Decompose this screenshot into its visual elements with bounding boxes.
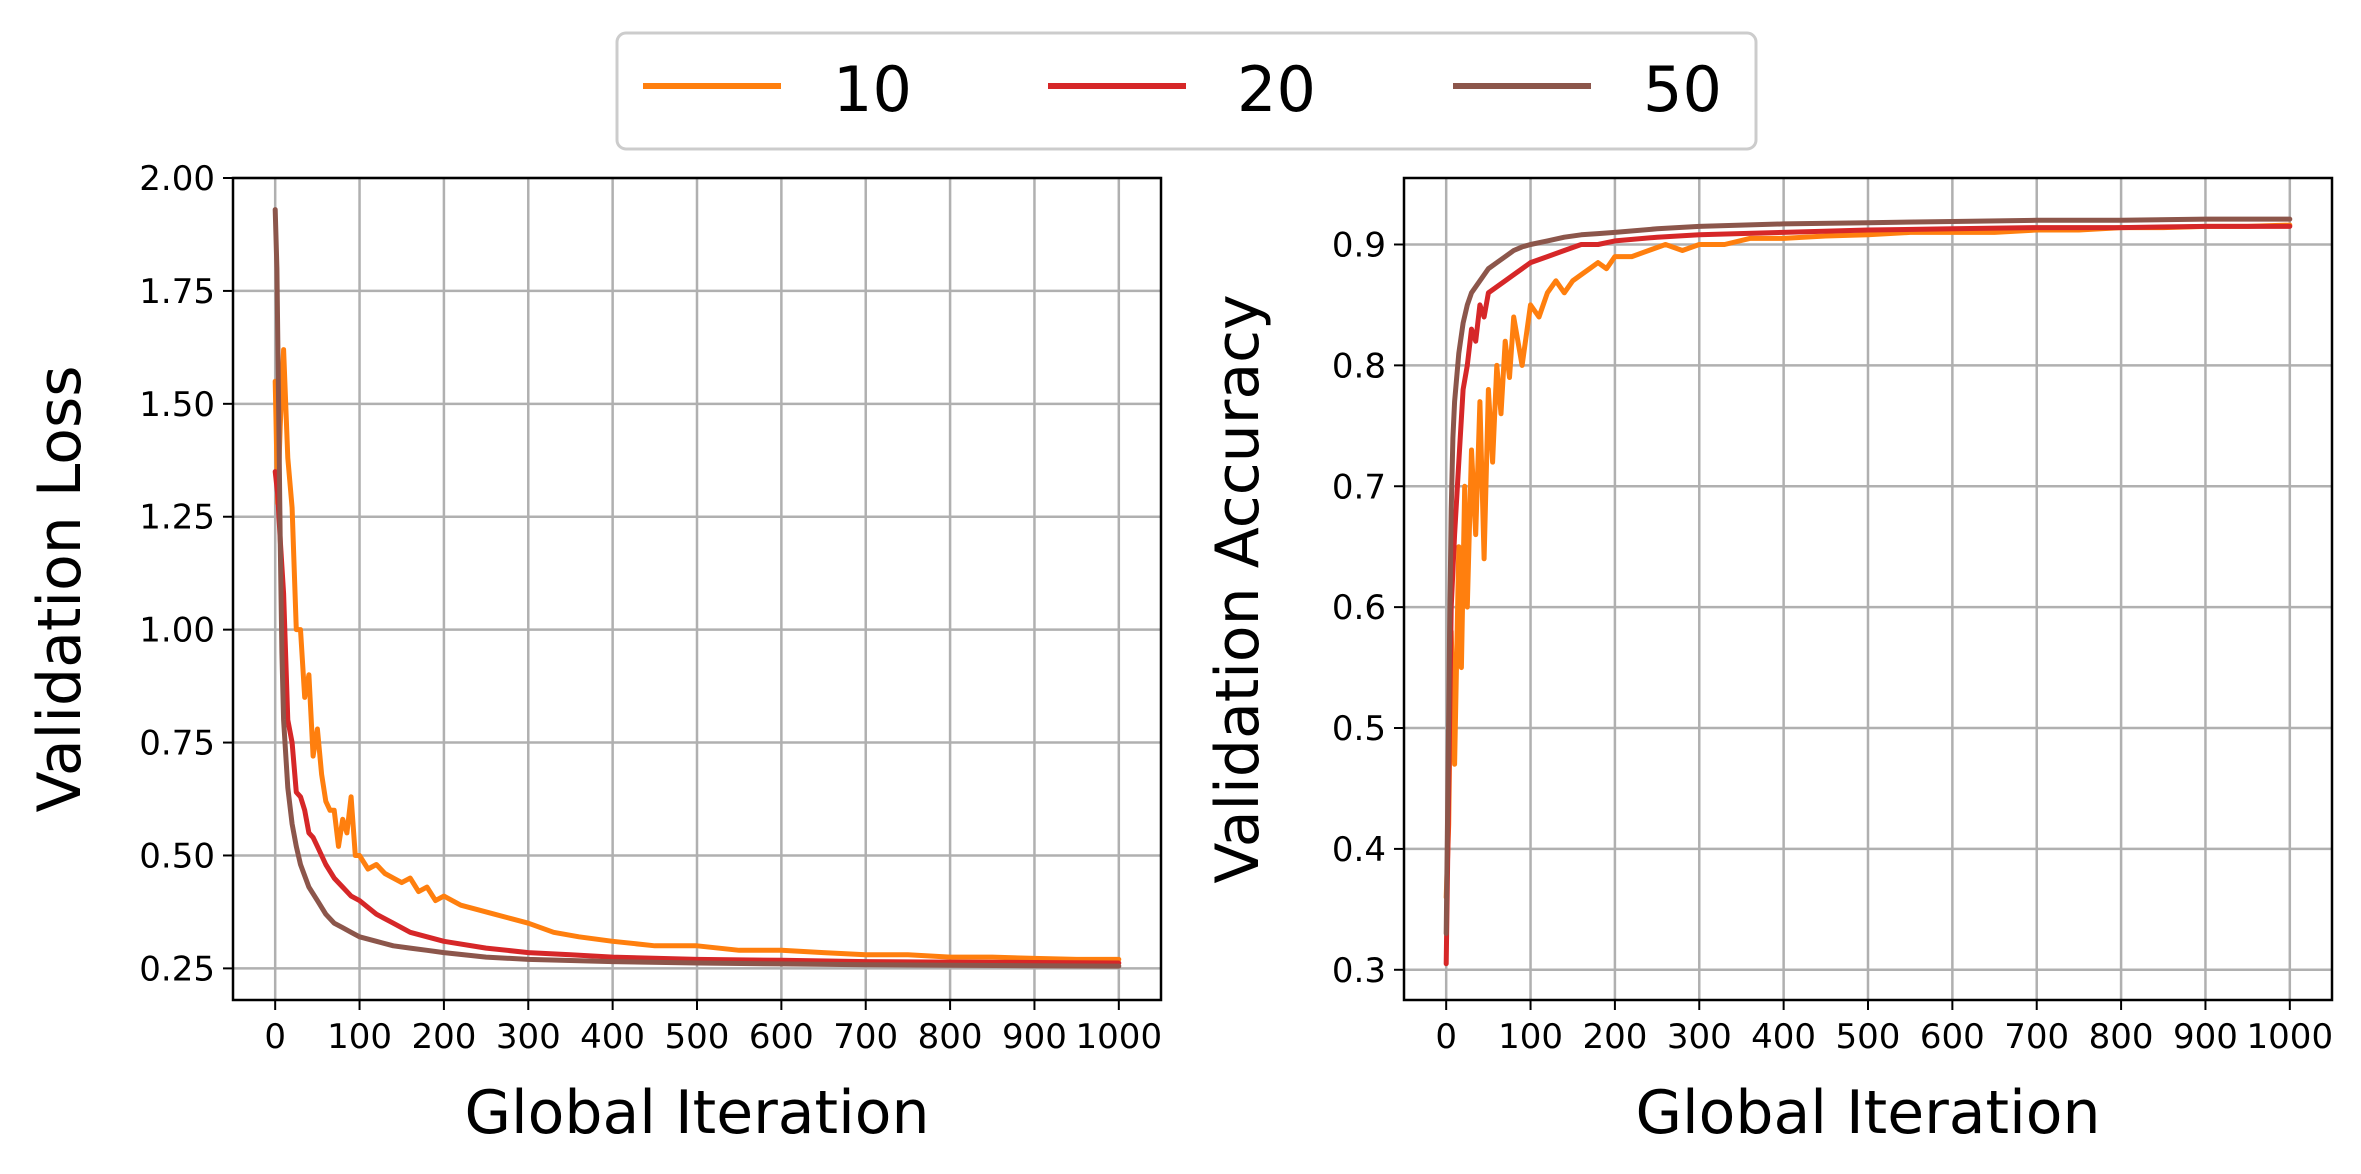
accuracy-x-tick-label: 200 — [1582, 1017, 1647, 1057]
loss-y-axis-title: Validation Loss — [25, 366, 95, 813]
accuracy-series-10-line — [1443, 222, 2293, 900]
legend-label-50: 50 — [1643, 53, 1722, 126]
accuracy-y-tick-label: 0.9 — [1332, 225, 1386, 265]
loss-series-20-line — [272, 469, 1122, 966]
accuracy-x-tick-label: 0 — [1435, 1017, 1457, 1057]
accuracy-y-tick-label: 0.4 — [1332, 830, 1386, 870]
legend-label-10: 10 — [833, 53, 912, 126]
loss-x-axis-title: Global Iteration — [465, 1078, 930, 1148]
loss-x-tick-label: 1000 — [1076, 1017, 1163, 1057]
loss-y-tick-label: 0.25 — [139, 949, 215, 989]
loss-y-tick-label: 0.75 — [139, 724, 215, 764]
loss-y-tick-label: 1.00 — [139, 611, 215, 651]
legend-frame — [615, 31, 1758, 151]
accuracy-x-tick-label: 700 — [2004, 1017, 2069, 1057]
loss-x-tick-label: 0 — [264, 1017, 286, 1057]
accuracy-x-tick-label: 100 — [1498, 1017, 1563, 1057]
loss-y-tick-label: 1.25 — [139, 498, 215, 538]
loss-x-tick-label: 700 — [833, 1017, 898, 1057]
accuracy-x-axis-title: Global Iteration — [1636, 1078, 2101, 1148]
accuracy-x-tick-label: 900 — [2173, 1017, 2238, 1057]
loss-x-tick-label: 500 — [665, 1017, 730, 1057]
accuracy-plot: 0 100 200 300 400 500 600 700 800 900 1000 0.3 0.4 0.… — [1203, 176, 2334, 1148]
accuracy-y-axis-title: Validation Accuracy — [1203, 294, 1273, 883]
loss-plot: 0 100 200 300 400 500 600 700 800 900 1000 0.25 0.50… — [25, 159, 1163, 1148]
loss-y-tick-label: 1.75 — [139, 272, 215, 312]
legend: 10 20 50 — [615, 31, 1758, 151]
loss-x-tick-label: 800 — [918, 1017, 983, 1057]
accuracy-grid — [1404, 178, 2332, 1000]
loss-x-tick-label: 300 — [496, 1017, 561, 1057]
loss-x-tick-label: 100 — [327, 1017, 392, 1057]
accuracy-x-tick-label: 600 — [1920, 1017, 1985, 1057]
loss-y-tick-label: 0.50 — [139, 836, 215, 876]
accuracy-series — [1443, 216, 2293, 967]
accuracy-y-tick-label: 0.7 — [1332, 467, 1386, 507]
loss-ticks: 0 100 200 300 400 500 600 700 800 900 1000 0.25 0.50… — [139, 159, 1162, 1057]
accuracy-x-tick-label: 1000 — [2247, 1017, 2334, 1057]
legend-entry-50: 50 — [1453, 53, 1722, 126]
accuracy-ticks: 0 100 200 300 400 500 600 700 800 900 1000 0.3 0.4 0.… — [1332, 225, 2333, 1057]
loss-y-tick-label: 1.50 — [139, 385, 215, 425]
loss-x-tick-label: 900 — [1002, 1017, 1067, 1057]
accuracy-series-20-line — [1443, 223, 2293, 967]
accuracy-y-tick-label: 0.8 — [1332, 346, 1386, 386]
accuracy-series-50-line — [1443, 216, 2293, 936]
accuracy-y-tick-label: 0.5 — [1332, 709, 1386, 749]
loss-series-10-line — [272, 347, 1122, 962]
accuracy-x-tick-label: 800 — [2089, 1017, 2154, 1057]
accuracy-x-tick-label: 400 — [1751, 1017, 1816, 1057]
loss-x-tick-label: 400 — [580, 1017, 645, 1057]
loss-series — [272, 207, 1122, 969]
loss-x-tick-label: 600 — [749, 1017, 814, 1057]
accuracy-x-tick-label: 500 — [1836, 1017, 1901, 1057]
loss-series-50-line — [272, 207, 1122, 969]
legend-entry-20: 20 — [1048, 53, 1316, 126]
accuracy-x-tick-label: 300 — [1667, 1017, 1732, 1057]
loss-y-tick-label: 2.00 — [139, 159, 215, 199]
accuracy-y-tick-label: 0.6 — [1332, 588, 1386, 628]
accuracy-y-tick-label: 0.3 — [1332, 951, 1386, 991]
legend-entry-10: 10 — [643, 53, 912, 126]
loss-x-tick-label: 200 — [411, 1017, 476, 1057]
legend-label-20: 20 — [1237, 53, 1316, 126]
